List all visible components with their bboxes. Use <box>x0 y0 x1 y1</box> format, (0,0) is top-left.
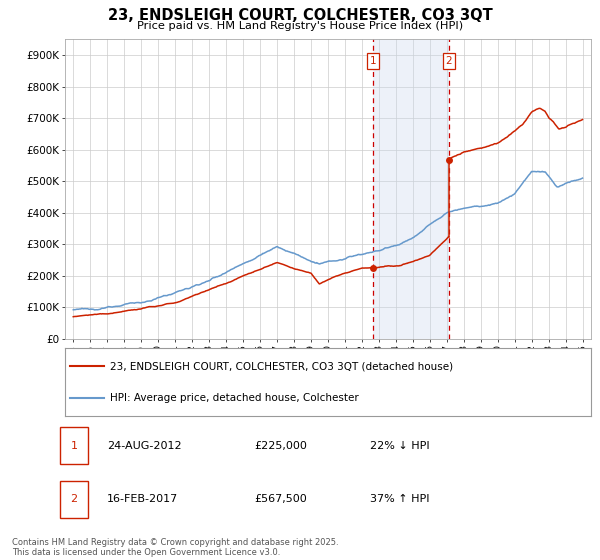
Text: £567,500: £567,500 <box>254 494 307 505</box>
Text: HPI: Average price, detached house, Colchester: HPI: Average price, detached house, Colc… <box>110 393 358 403</box>
Text: 37% ↑ HPI: 37% ↑ HPI <box>370 494 430 505</box>
Text: 2: 2 <box>70 494 77 505</box>
Text: Price paid vs. HM Land Registry's House Price Index (HPI): Price paid vs. HM Land Registry's House … <box>137 21 463 31</box>
FancyBboxPatch shape <box>59 427 88 464</box>
Text: 23, ENDSLEIGH COURT, COLCHESTER, CO3 3QT: 23, ENDSLEIGH COURT, COLCHESTER, CO3 3QT <box>107 8 493 24</box>
Text: 1: 1 <box>71 441 77 451</box>
Bar <box>373 39 449 339</box>
Text: 1: 1 <box>370 56 376 66</box>
Text: 2: 2 <box>445 56 452 66</box>
Text: Contains HM Land Registry data © Crown copyright and database right 2025.
This d: Contains HM Land Registry data © Crown c… <box>12 538 338 557</box>
FancyBboxPatch shape <box>59 481 88 518</box>
Text: 22% ↓ HPI: 22% ↓ HPI <box>370 441 430 451</box>
Text: 23, ENDSLEIGH COURT, COLCHESTER, CO3 3QT (detached house): 23, ENDSLEIGH COURT, COLCHESTER, CO3 3QT… <box>110 361 452 371</box>
Text: £225,000: £225,000 <box>254 441 307 451</box>
Text: 16-FEB-2017: 16-FEB-2017 <box>107 494 178 505</box>
Text: 24-AUG-2012: 24-AUG-2012 <box>107 441 182 451</box>
